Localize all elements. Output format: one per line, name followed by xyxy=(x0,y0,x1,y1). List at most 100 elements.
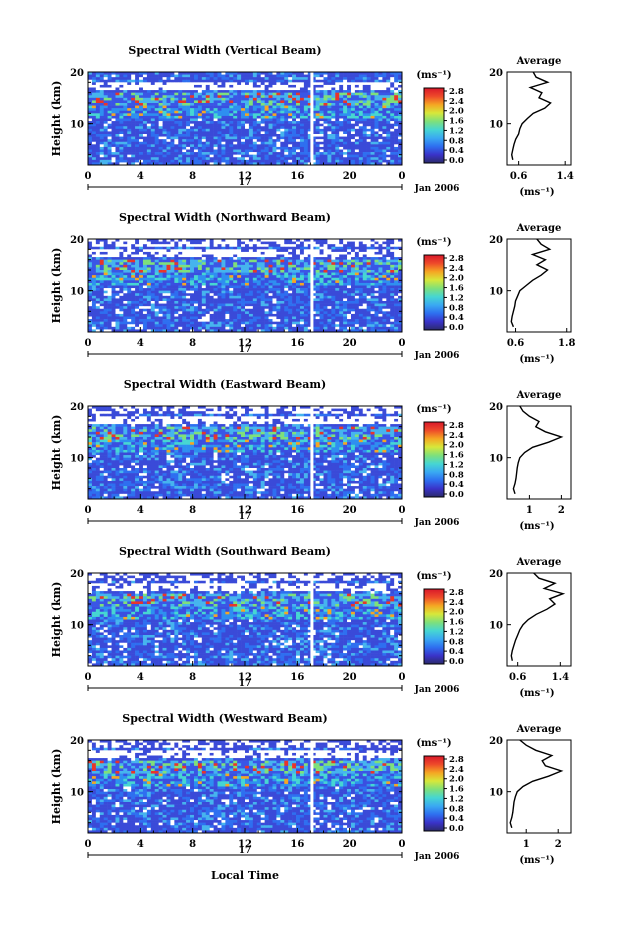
heatmap xyxy=(88,72,403,166)
x-tick-label: 20 xyxy=(343,171,357,182)
day-label: 17 xyxy=(239,178,252,188)
data-gap xyxy=(310,740,314,833)
inset-y-tick-label: 10 xyxy=(489,788,503,799)
x-tick-label: 16 xyxy=(290,338,304,349)
inset-title: Average xyxy=(516,724,562,735)
average-profile-line xyxy=(509,739,564,829)
colorbar-unit: (ms⁻¹) xyxy=(416,738,451,749)
x-tick-label: 0 xyxy=(85,505,92,516)
day-label: 17 xyxy=(239,512,252,522)
x-tick-label: 8 xyxy=(189,338,196,349)
colorbar-tick-label: 0.4 xyxy=(449,480,464,490)
colorbar-tick-label: 2.0 xyxy=(449,441,464,451)
heatmap xyxy=(88,239,403,333)
inset-frame xyxy=(506,739,572,834)
inset-x-tick-label: 0.6 xyxy=(510,171,527,182)
colorbar-tick-label: 1.6 xyxy=(449,451,464,461)
colorbar-tick-label: 1.2 xyxy=(449,627,464,637)
colorbar-tick-label: 0.0 xyxy=(449,323,464,333)
x-tick-label: 4 xyxy=(137,672,144,683)
inset-x-tick-label: 0.6 xyxy=(507,338,524,349)
data-gap xyxy=(310,573,314,666)
x-tick-label: 0 xyxy=(399,171,406,182)
x-tick-label: 8 xyxy=(189,171,196,182)
colorbar-tick-label: 1.2 xyxy=(449,460,464,470)
x-tick-label: 20 xyxy=(343,338,357,349)
y-axis-label: Height (km) xyxy=(50,582,63,658)
inset-x-tick-label: 2 xyxy=(558,505,565,516)
y-tick-label: 20 xyxy=(70,68,84,79)
y-tick-label: 10 xyxy=(70,621,84,632)
x-tick-label: 4 xyxy=(137,171,144,182)
inset-title: Average xyxy=(516,56,562,67)
colorbar-tick-label: 2.8 xyxy=(449,87,464,97)
inset-title: Average xyxy=(516,390,562,401)
panel-title: Spectral Width (Eastward Beam) xyxy=(124,378,326,391)
day-label: 17 xyxy=(239,345,252,355)
colorbar-tick-label: 0.8 xyxy=(449,136,464,146)
x-tick-label: 12 xyxy=(238,672,252,683)
y-tick-label: 10 xyxy=(70,788,84,799)
colorbar-tick-label: 0.0 xyxy=(449,824,464,834)
y-tick-label: 20 xyxy=(70,736,84,747)
colorbar-tick-label: 1.6 xyxy=(449,618,464,628)
y-axis-label: Height (km) xyxy=(50,81,63,157)
inset-frame xyxy=(506,405,572,500)
spectral-width-panel: Spectral Width (Southward Beam) 20 10 Heigh… xyxy=(50,545,572,699)
x-axis-label: Local Time xyxy=(211,869,279,882)
x-tick-label: 12 xyxy=(238,171,252,182)
y-axis-label: Height (km) xyxy=(50,248,63,324)
colorbar-tick-label: 0.0 xyxy=(449,156,464,166)
average-profile-line xyxy=(512,405,564,495)
inset-frame xyxy=(506,572,572,667)
x-tick-label: 16 xyxy=(290,171,304,182)
x-tick-label: 4 xyxy=(137,505,144,516)
x-tick-label: 0 xyxy=(85,171,92,182)
inset-x-tick-label: 1 xyxy=(526,505,533,516)
colorbar-tick-label: 2.4 xyxy=(449,765,464,775)
date-label: Jan 2006 xyxy=(414,852,460,862)
inset-x-label: (ms⁻¹) xyxy=(519,187,554,198)
colorbar-tick-label: 0.8 xyxy=(449,470,464,480)
colorbar-tick-label: 2.0 xyxy=(449,107,464,117)
inset-x-tick-label: 1.4 xyxy=(556,171,573,182)
x-tick-label: 0 xyxy=(85,839,92,850)
inset-x-tick-label: 1.8 xyxy=(558,338,575,349)
colorbar-tick-label: 2.0 xyxy=(449,775,464,785)
colorbar-tick-label: 2.4 xyxy=(449,97,464,107)
colorbar-tick-label: 2.0 xyxy=(449,608,464,618)
panel-title: Spectral Width (Southward Beam) xyxy=(119,545,331,558)
x-tick-label: 12 xyxy=(238,505,252,516)
x-tick-label: 8 xyxy=(189,505,196,516)
inset-y-tick-label: 20 xyxy=(489,402,503,413)
y-axis-label: Height (km) xyxy=(50,749,63,825)
inset-frame xyxy=(506,238,572,333)
inset-x-label: (ms⁻¹) xyxy=(519,688,554,699)
colorbar-tick-label: 2.0 xyxy=(449,274,464,284)
date-label: Jan 2006 xyxy=(414,685,460,695)
x-tick-label: 12 xyxy=(238,839,252,850)
colorbar-tick-label: 1.2 xyxy=(449,293,464,303)
panel-title: Spectral Width (Vertical Beam) xyxy=(128,44,321,57)
colorbar xyxy=(423,87,445,164)
colorbar-tick-label: 0.8 xyxy=(449,637,464,647)
data-gap xyxy=(310,72,314,165)
colorbar-tick-label: 0.8 xyxy=(449,804,464,814)
panel-title: Spectral Width (Northward Beam) xyxy=(119,211,331,224)
x-tick-label: 20 xyxy=(343,505,357,516)
colorbar xyxy=(423,254,445,331)
colorbar-unit: (ms⁻¹) xyxy=(416,237,451,248)
inset-x-label: (ms⁻¹) xyxy=(519,855,554,866)
colorbar-tick-label: 0.4 xyxy=(449,313,464,323)
colorbar-tick-label: 1.2 xyxy=(449,126,464,136)
x-tick-label: 0 xyxy=(85,338,92,349)
colorbar-tick-label: 2.4 xyxy=(449,431,464,441)
colorbar-tick-label: 1.6 xyxy=(449,785,464,795)
spectral-width-panel: Spectral Width (Vertical Beam) 20 10 Height… xyxy=(50,44,574,198)
y-tick-label: 10 xyxy=(70,287,84,298)
spectral-width-panel: Spectral Width (Eastward Beam)2010Height… xyxy=(50,378,572,532)
x-tick-label: 0 xyxy=(399,672,406,683)
colorbar-tick-label: 2.4 xyxy=(449,264,464,274)
colorbar-tick-label: 0.4 xyxy=(449,814,464,824)
